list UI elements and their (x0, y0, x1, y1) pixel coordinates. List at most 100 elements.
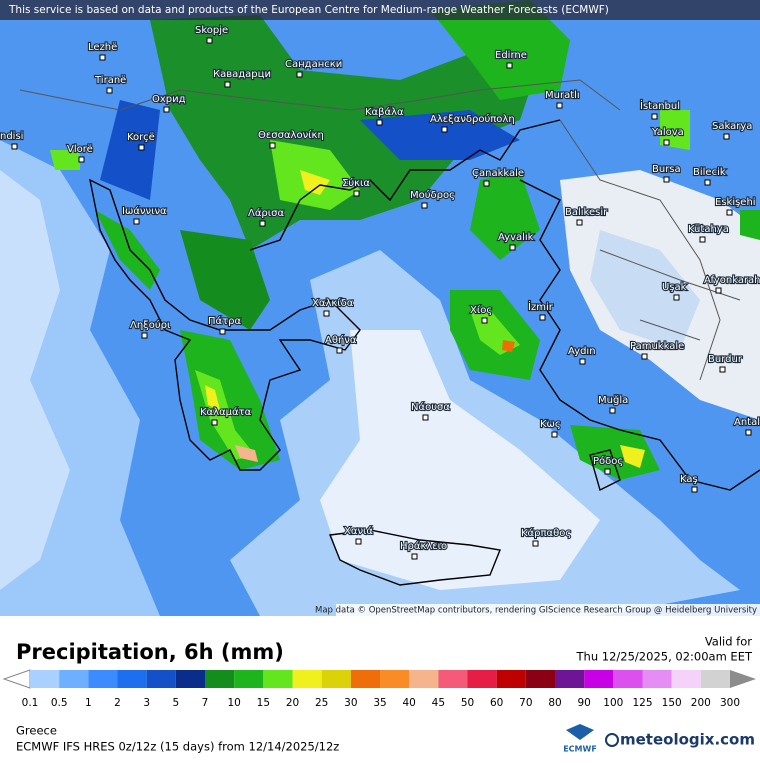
city-label: Kaş (680, 474, 698, 485)
colorbar-label: 100 (603, 697, 623, 709)
city-dot (673, 294, 680, 301)
city-label: Vlorë (67, 144, 93, 155)
city-label: Καλαμάτα (200, 406, 252, 418)
city-label: Korçë (127, 132, 155, 143)
valid-time: Thu 12/25/2025, 02:00am EET (576, 650, 753, 664)
footer-model: ECMWF IFS HRES 0z/12z (15 days) from 12/… (16, 740, 339, 754)
city-label: Αλεξανδρούπολη (430, 113, 515, 125)
colorbar-segment (292, 670, 322, 688)
colorbar-label: 2 (114, 697, 121, 709)
city-dot (78, 156, 85, 163)
city-label: Χίος (470, 304, 492, 316)
city-dot (224, 81, 231, 88)
colorbar-label: 80 (548, 697, 561, 709)
city-dot (411, 553, 418, 560)
city-label: Yalova (651, 127, 684, 138)
city-label: Tiranë (94, 75, 126, 86)
colorbar-segment (700, 670, 730, 688)
site-name[interactable]: meteologix.com (620, 731, 755, 749)
city-label: Çanakkale (472, 168, 524, 179)
attribution: Map data © OpenStreetMap contributors, r… (315, 606, 757, 616)
city-label: Pamukkale (630, 341, 684, 352)
colorbar-label: 15 (257, 697, 270, 709)
colorbar-label: 300 (720, 697, 740, 709)
city-label: Χαλκίδα (312, 297, 354, 309)
city-label: Muğla (598, 394, 628, 406)
city-label: Edirne (495, 50, 527, 61)
colorbar-segment (555, 670, 585, 688)
colorbar-segment (438, 670, 468, 688)
colorbar-segment (117, 670, 147, 688)
city-label: Burdur (708, 354, 743, 365)
city-dot (604, 468, 611, 475)
city-label: Κάρπαθος (521, 527, 571, 539)
city-label: İstanbul (640, 99, 680, 112)
city-label: Καβάλα (365, 106, 404, 118)
city-dot (579, 358, 586, 365)
ecmwf-logo (566, 724, 594, 740)
city-label: Λάρισα (248, 207, 285, 219)
colorbar-label: 0.1 (22, 697, 39, 709)
city-dot (551, 431, 558, 438)
city-dot (133, 218, 140, 225)
colorbar-segment (496, 670, 526, 688)
colorbar-label: 90 (577, 697, 590, 709)
valid-label: Valid for (705, 635, 752, 649)
city-dot (609, 407, 616, 414)
colorbar-arrow-low (2, 669, 31, 689)
city-label: Ηράκλειο (400, 540, 447, 552)
city-label: Χανιά (344, 525, 373, 537)
colorbar-label: 5 (172, 697, 179, 709)
city-label: İzmir (528, 300, 554, 313)
colorbar-label: 1 (85, 697, 92, 709)
colorbar: 0.1 0.5 1 2 3 5 7 10 15 20 25 30 35 40 45 50 60 70 80 90 100… (2, 669, 756, 709)
footer-region: Greece (16, 724, 57, 738)
city-label: Uşak (662, 282, 687, 293)
colorbar-label: 150 (662, 697, 682, 709)
city-label: Bilecik (693, 167, 726, 178)
colorbar-segment (234, 670, 264, 688)
city-label: Αθήνα (325, 334, 357, 346)
city-label: Antal (734, 417, 760, 428)
city-dot (336, 347, 343, 354)
colorbar-segment (380, 670, 410, 688)
city-label: Lezhë (88, 42, 117, 53)
colorbar-label: 25 (315, 697, 328, 709)
colorbar-segment (263, 670, 293, 688)
city-dot (539, 314, 546, 321)
colorbar-segment (30, 670, 60, 688)
city-dot (723, 133, 730, 140)
colorbar-label: 45 (432, 697, 445, 709)
city-label: Μούδρος (410, 189, 455, 201)
colorbar-label: 7 (202, 697, 209, 709)
city-label: Skopje (195, 25, 228, 36)
city-dot (506, 62, 513, 69)
city-dot (296, 71, 303, 78)
colorbar-arrow-high (730, 670, 756, 688)
colorbar-label: 70 (519, 697, 532, 709)
colorbar-label: 200 (691, 697, 711, 709)
colorbar-label: 125 (632, 697, 652, 709)
colorbar-segment (642, 670, 672, 688)
city-label: Σύκια (342, 177, 370, 189)
city-dot (11, 143, 18, 150)
city-label: Ρόδος (593, 455, 623, 467)
city-dot (556, 102, 563, 109)
city-dot (138, 144, 145, 151)
colorbar-segment (88, 670, 118, 688)
city-dot (106, 87, 113, 94)
city-dot (745, 429, 752, 436)
city-label: Bursa (652, 164, 681, 175)
city-label: Afyonkarah (704, 275, 760, 286)
colorbar-segment (59, 670, 89, 688)
city-dot (376, 119, 383, 126)
city-label: Νάουσα (411, 401, 450, 413)
city-dot (483, 180, 490, 187)
city-label: Aydın (568, 346, 596, 357)
city-dot (353, 190, 360, 197)
colorbar-label: 10 (227, 697, 240, 709)
city-label: Sakarya (712, 121, 752, 132)
city-dot (715, 287, 722, 294)
colorbar-segment (671, 670, 701, 688)
